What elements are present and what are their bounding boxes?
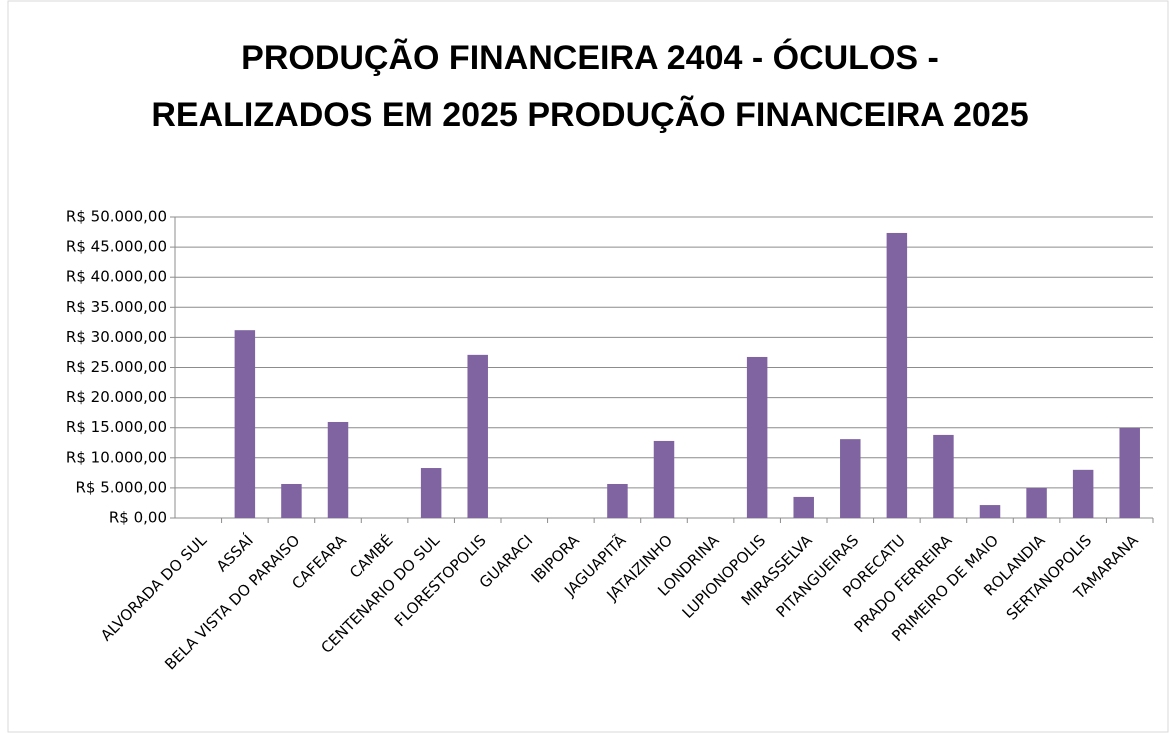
y-tick-label: R$ 40.000,00 <box>66 268 167 286</box>
bar <box>886 232 908 518</box>
bar <box>467 354 488 518</box>
bar <box>746 356 768 518</box>
bar <box>840 439 861 518</box>
bar <box>933 434 954 518</box>
y-tick-label: R$ 45.000,00 <box>66 238 167 256</box>
bar <box>1119 428 1140 518</box>
x-tick-label: LUPIONOPOLIS <box>679 531 770 622</box>
y-tick-label: R$ 30.000,00 <box>66 328 167 346</box>
y-tick-label: R$ 50.000,00 <box>66 208 167 226</box>
y-tick-label: R$ 10.000,00 <box>66 448 167 466</box>
y-tick-label: R$ 5.000,00 <box>75 478 167 496</box>
bar <box>1072 469 1094 518</box>
bar <box>653 440 675 518</box>
bar <box>1026 487 1047 518</box>
bar <box>420 468 442 518</box>
bar <box>234 330 256 518</box>
bar <box>979 505 1001 518</box>
chart-frame <box>7 0 1169 733</box>
x-tick-label: SERTANOPOLIS <box>1003 531 1095 623</box>
y-tick-label: R$ 35.000,00 <box>66 298 167 316</box>
y-tick-label: R$ 25.000,00 <box>66 358 167 376</box>
y-tick-label: R$ 0,00 <box>109 509 167 527</box>
bar <box>327 421 349 518</box>
x-tick-label: PITANGUEIRAS <box>772 531 862 621</box>
chart-title: PRODUÇÃO FINANCEIRA 2404 - ÓCULOS - REAL… <box>151 39 1029 134</box>
y-tick-label: R$ 15.000,00 <box>66 418 167 436</box>
bar <box>281 483 302 518</box>
y-tick-label: R$ 20.000,00 <box>66 388 167 406</box>
x-tick-label: ASSAÍ <box>212 531 257 576</box>
bar <box>793 496 814 518</box>
bar <box>607 483 628 518</box>
